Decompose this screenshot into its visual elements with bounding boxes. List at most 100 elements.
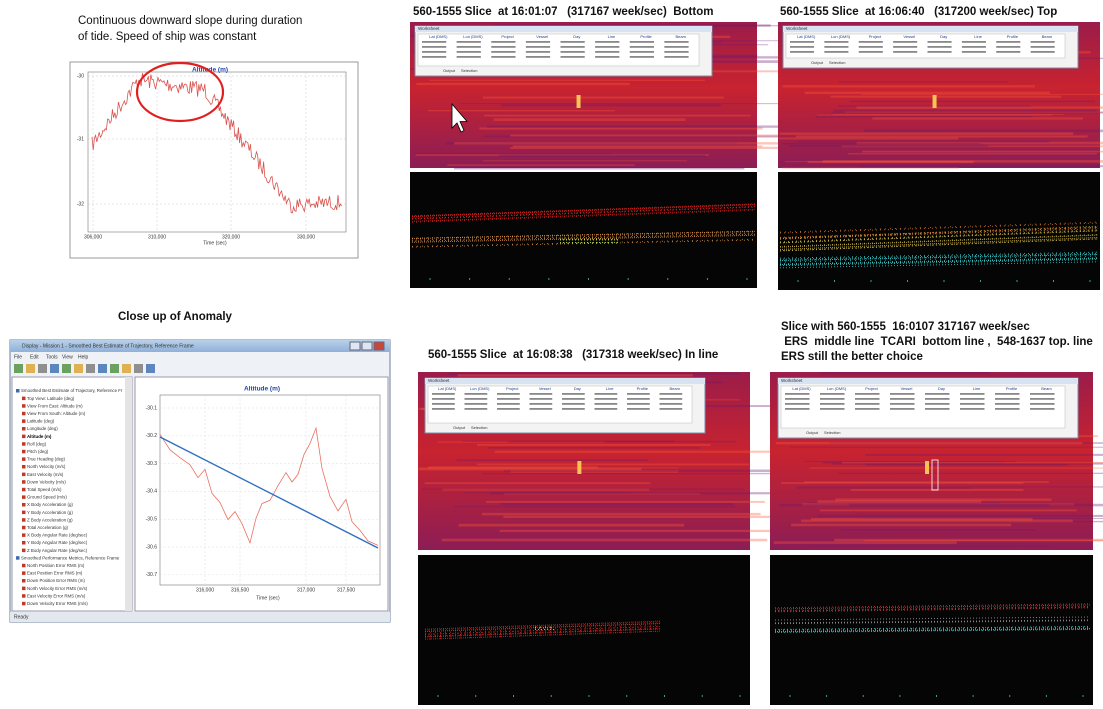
table-cell (432, 403, 455, 405)
sonar-stripe (782, 143, 981, 145)
sonar-stripe (503, 493, 700, 495)
sonar-stripe (424, 482, 651, 485)
table-cell (497, 403, 520, 405)
window-button (373, 341, 385, 351)
sonar-stripe (834, 538, 1103, 542)
column-header: Vessel (901, 386, 913, 391)
sonar-stripe (780, 482, 1024, 484)
tree-icon (22, 503, 26, 507)
tree-icon (22, 495, 26, 499)
point-band (411, 205, 756, 219)
point-band (411, 233, 756, 242)
sonar-stripe (464, 492, 631, 494)
tree-icon (22, 571, 26, 575)
sonar-stripe (844, 111, 1103, 113)
sonar-stripe (453, 167, 745, 170)
point-band (411, 208, 756, 222)
worksheet-titlebar (425, 378, 705, 384)
sonar-stripe (482, 96, 724, 99)
table-cell (785, 398, 810, 400)
point-band (774, 627, 1091, 632)
point-band (779, 225, 1099, 239)
table-cell (562, 398, 585, 400)
table-cell (855, 408, 880, 410)
tree-icon (22, 472, 26, 477)
sonar-stripe (429, 79, 706, 81)
caption-line: of tide. Speed of ship was constant (78, 31, 257, 43)
table-cell (464, 398, 488, 400)
table-cell (497, 393, 520, 395)
column-header: Lon (DMS) (470, 386, 490, 391)
table-cell (960, 403, 985, 405)
column-header: Day (938, 386, 945, 391)
sonar-stripe (791, 523, 1012, 527)
table-cell (785, 408, 810, 410)
sonar-stripe (797, 486, 1103, 488)
column-header: Profile (637, 386, 649, 391)
table-cell (432, 398, 455, 400)
sonar-stripe (445, 142, 738, 145)
point-band (779, 259, 1099, 267)
x-tick-label: 306,000 (84, 234, 102, 240)
sonar-marker (925, 461, 930, 474)
sonar-stripe (499, 154, 706, 157)
worksheet-tab: Selection (471, 425, 487, 430)
sonar-stripe (494, 24, 771, 27)
worksheet-tab: Selection (461, 68, 477, 73)
table-cell (925, 393, 950, 395)
table-cell (456, 56, 481, 58)
sonar-stripe (482, 160, 687, 162)
tree-icon (22, 594, 26, 598)
point-band (779, 253, 1099, 261)
point-band (424, 627, 661, 637)
table-cell (629, 56, 654, 58)
sonar-stripe (500, 503, 734, 506)
table-cell (659, 393, 683, 395)
sonar-stripe (458, 523, 685, 527)
sonar-stripe (447, 373, 740, 375)
table-cell (595, 56, 620, 58)
table-cell (996, 51, 1021, 53)
sonar-stripe (481, 512, 761, 516)
sonar-bottom (410, 172, 757, 288)
table-cell (664, 41, 689, 43)
sonar-stripe (809, 545, 1052, 547)
table-cell (893, 41, 918, 43)
menu-item: File (14, 354, 22, 360)
sonar-stripe (483, 135, 784, 138)
selection-box (931, 459, 939, 491)
point-band (424, 621, 661, 631)
sonar-stripe (866, 463, 1069, 466)
table-cell (529, 393, 553, 395)
tree-pane (11, 376, 133, 612)
sonar-stripe (486, 500, 765, 503)
table-cell (927, 46, 952, 48)
sonar-stripe (415, 154, 709, 156)
sonar-stripe (460, 103, 806, 105)
tree-item: Down Velocity (m/s) (27, 479, 66, 484)
caption: 560-1555 Slice at 16:01:07 (317167 week/… (413, 6, 713, 18)
sonar-stripe (830, 95, 1062, 98)
table-cell (627, 403, 650, 405)
table-cell (525, 46, 551, 48)
sonar-stripe (822, 160, 1103, 163)
table-cell (961, 41, 986, 43)
table-cell (960, 398, 985, 400)
column-header: Profile (1007, 34, 1019, 39)
table-cell (785, 393, 810, 395)
sonar-stripe (864, 129, 1103, 133)
table-body (417, 33, 700, 67)
sonar-stripe (803, 481, 1049, 483)
point-band (779, 252, 1099, 260)
sonar-stripe (499, 529, 823, 533)
tree-icon (22, 525, 26, 530)
sonar-stripe (810, 517, 1033, 521)
window-button (361, 341, 373, 351)
point-band (424, 628, 661, 638)
column-header: Line (606, 386, 614, 391)
table-cell (594, 403, 618, 405)
point-band (411, 203, 756, 217)
caption: Close up of Anomaly (118, 311, 233, 323)
table-cell (996, 46, 1021, 48)
x-tick-label: 316,000 (196, 587, 214, 593)
